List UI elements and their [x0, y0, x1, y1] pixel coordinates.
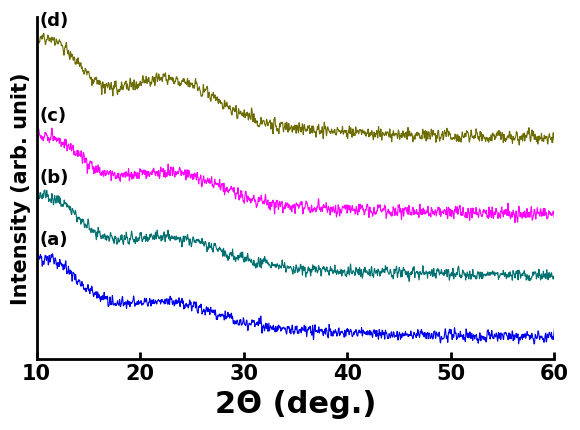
Text: (b): (b) [40, 169, 69, 187]
X-axis label: 2Θ (deg.): 2Θ (deg.) [215, 390, 376, 419]
Text: (d): (d) [40, 12, 69, 30]
Text: (a): (a) [40, 231, 68, 249]
Text: (c): (c) [40, 107, 67, 125]
Y-axis label: Intensity (arb. unit): Intensity (arb. unit) [11, 72, 31, 305]
